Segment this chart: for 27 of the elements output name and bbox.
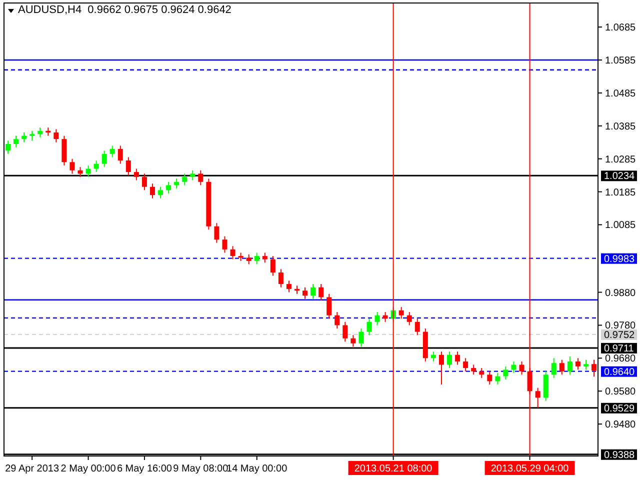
ref-line-label: 0.9752: [604, 330, 636, 341]
ref-line-label: 0.9640: [604, 366, 636, 378]
y-tick-label: 0.9680: [605, 354, 636, 365]
ref-line-label: 1.0234: [604, 171, 636, 182]
x-tick-label: 2013.05.29 04:00: [490, 464, 570, 474]
x-tick-label: 6 May 16:00: [116, 464, 172, 474]
x-tick-label: 9 May 08:00: [173, 464, 229, 474]
x-tick-label: 2013.05.21 08:00: [354, 464, 433, 474]
y-tick-label: 1.0385: [605, 121, 636, 132]
x-tick-label: 2 May 00:00: [60, 464, 116, 474]
y-tick-label: 0.9880: [605, 288, 636, 299]
y-tick-label: 1.0185: [605, 187, 636, 198]
ref-line-label: 0.9711: [604, 343, 634, 354]
y-tick-label: 0.9780: [605, 320, 636, 332]
y-tick-label: 1.0585: [605, 55, 636, 66]
ref-line-label: 0.9529: [604, 403, 636, 414]
y-tick-label: 1.0485: [605, 88, 636, 100]
y-tick-label: 0.9480: [605, 420, 636, 431]
ref-line-label: 0.9983: [604, 254, 636, 265]
y-tick-label: 1.0085: [605, 220, 636, 232]
y-tick-label: 1.0285: [605, 154, 636, 166]
x-tick-label: 14 May 00:00: [226, 464, 288, 474]
chart-title: AUDUSD,H4 0.9662 0.9675 0.9624 0.9642: [18, 4, 232, 16]
y-tick-label: 0.9580: [605, 386, 636, 398]
x-tick-label: 29 Apr 2013: [5, 464, 60, 474]
ref-line-label: 0.9388: [604, 450, 636, 461]
y-tick-label: 1.0685: [605, 22, 636, 34]
